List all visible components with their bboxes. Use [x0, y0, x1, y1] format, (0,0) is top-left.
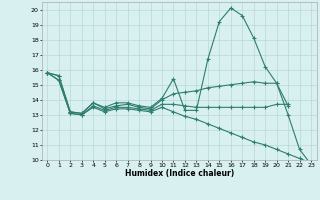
X-axis label: Humidex (Indice chaleur): Humidex (Indice chaleur): [124, 169, 234, 178]
